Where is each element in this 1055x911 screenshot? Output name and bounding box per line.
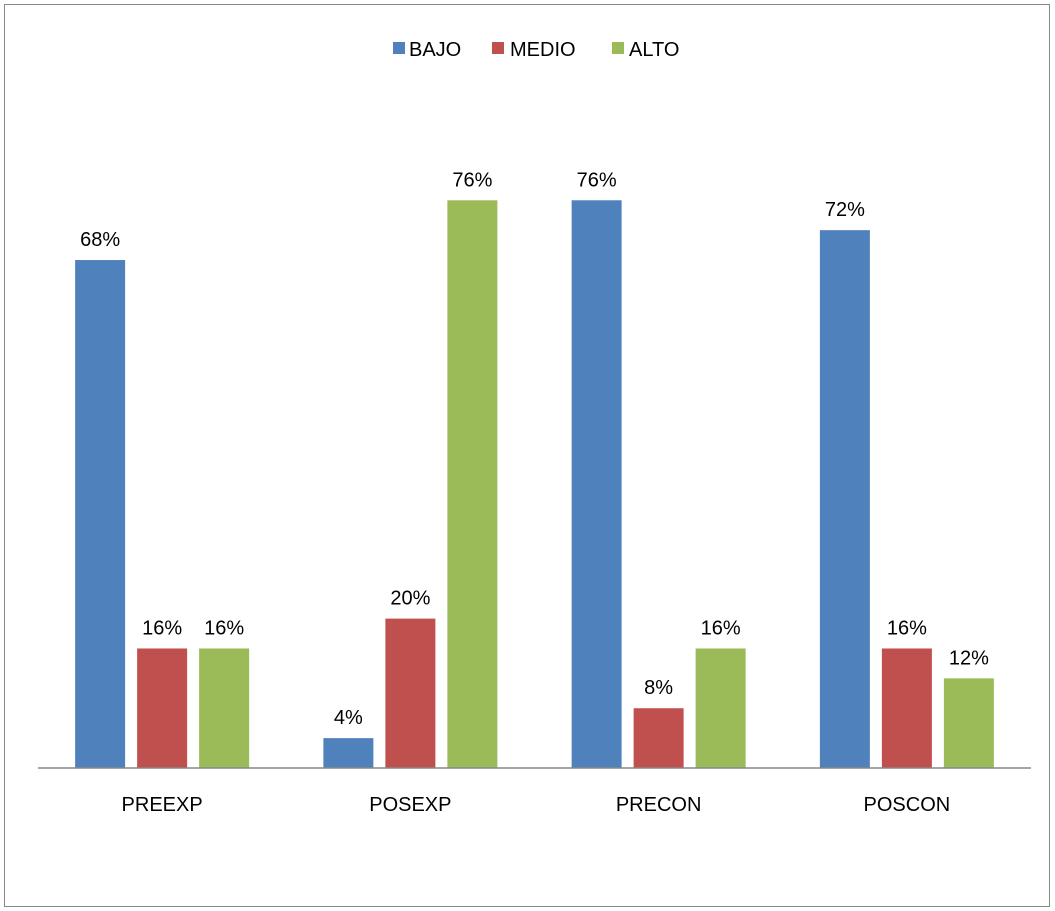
- bar-poscon-alto: [943, 678, 994, 768]
- legend-label-alto: ALTO: [629, 39, 679, 61]
- bar-precon-alto: [695, 648, 746, 768]
- bars-group: [75, 200, 994, 768]
- bar-preexp-bajo: [75, 260, 126, 768]
- legend-swatch-medio: [492, 42, 504, 54]
- legend-label-bajo: BAJO: [409, 39, 461, 61]
- data-label-posexp-medio: 20%: [390, 588, 430, 610]
- x-tick-label-precon: PRECON: [616, 794, 702, 816]
- bar-posexp-bajo: [323, 738, 374, 768]
- data-label-precon-bajo: 76%: [577, 169, 617, 191]
- bar-preexp-medio: [137, 648, 188, 768]
- legend-swatch-bajo: [393, 42, 405, 54]
- bar-precon-bajo: [571, 200, 622, 768]
- legend: BAJO MEDIO ALTO: [393, 39, 679, 61]
- data-label-posexp-bajo: 4%: [334, 707, 363, 729]
- x-tick-label-preexp: PREEXP: [122, 794, 203, 816]
- chart-frame: BAJO MEDIO ALTO 68% 16% 16% 4% 20% 76% 76% 8% 16…: [4, 4, 1050, 907]
- data-label-poscon-bajo: 72%: [825, 199, 865, 221]
- data-label-poscon-alto: 12%: [949, 647, 989, 669]
- bar-preexp-alto: [199, 648, 250, 768]
- data-label-precon-medio: 8%: [644, 677, 673, 699]
- data-labels-group: 68% 16% 16% 4% 20% 76% 76% 8% 16% 72% 16% 12%: [80, 169, 989, 729]
- bar-posexp-alto: [447, 200, 498, 768]
- bar-poscon-bajo: [819, 230, 870, 768]
- x-tick-label-poscon: POSCON: [864, 794, 951, 816]
- bar-chart: BAJO MEDIO ALTO 68% 16% 16% 4% 20% 76% 76% 8% 16…: [38, 39, 1031, 816]
- data-label-poscon-medio: 16%: [887, 617, 927, 639]
- data-label-preexp-medio: 16%: [142, 617, 182, 639]
- data-label-posexp-alto: 76%: [452, 169, 492, 191]
- data-label-precon-alto: 16%: [701, 617, 741, 639]
- x-tick-labels-group: PREEXP POSEXP PRECON POSCON: [122, 794, 951, 816]
- data-label-preexp-bajo: 68%: [80, 229, 120, 251]
- data-label-preexp-alto: 16%: [204, 617, 244, 639]
- x-tick-label-posexp: POSEXP: [369, 794, 451, 816]
- bar-poscon-medio: [881, 648, 932, 768]
- bar-posexp-medio: [385, 618, 436, 768]
- legend-swatch-alto: [612, 42, 624, 54]
- legend-label-medio: MEDIO: [510, 39, 576, 61]
- bar-precon-medio: [633, 708, 684, 768]
